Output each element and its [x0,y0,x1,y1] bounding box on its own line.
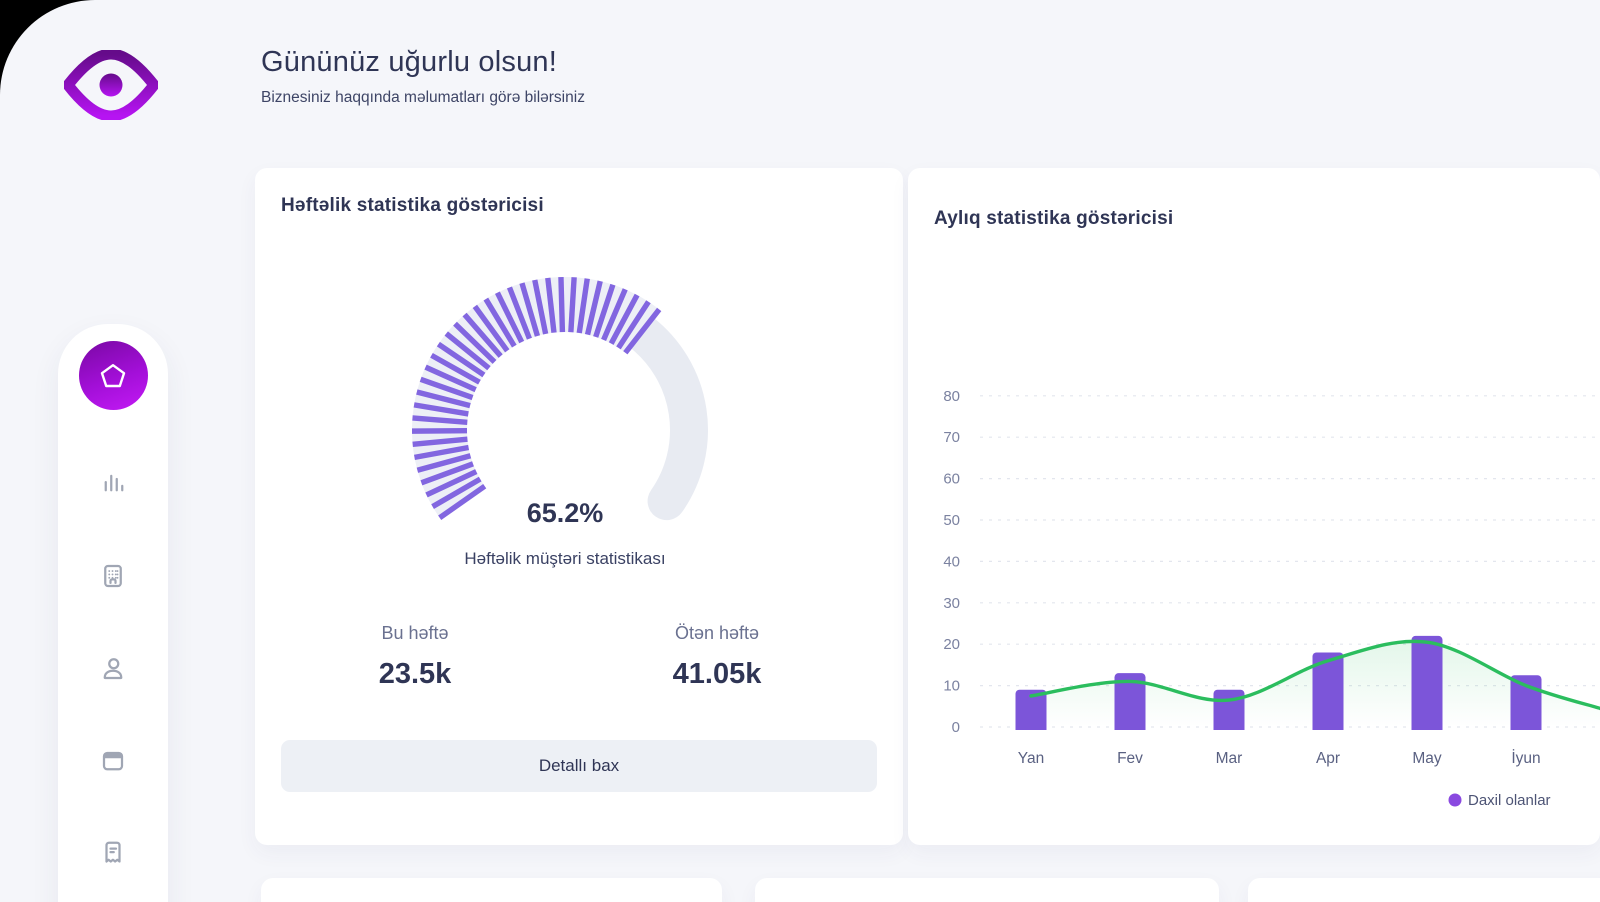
svg-text:Mar: Mar [1216,750,1243,767]
stat-last-week: Ötən həftə 41.05k [597,623,837,691]
building-icon [104,564,122,588]
sidebar-item-statistics[interactable] [93,466,133,502]
svg-text:İyun: İyun [1511,749,1540,767]
bar-chart-icon [104,474,124,492]
pentagon-icon [100,363,126,387]
sidebar-item-calendar[interactable] [93,742,133,778]
svg-text:0: 0 [952,719,960,736]
sidebar-item-company[interactable] [93,558,133,594]
svg-text:Yan: Yan [1018,750,1044,767]
receipt-icon [105,841,121,863]
svg-text:20: 20 [943,636,960,653]
svg-text:80: 80 [943,388,960,405]
stat-this-week-value: 23.5k [378,658,452,690]
svg-text:May: May [1412,750,1442,767]
stat-last-week-value: 41.05k [672,658,762,690]
sidebar-item-receipts[interactable] [93,834,133,870]
gauge-percent-value: 65.2% [526,498,604,528]
weekly-card-title: Həftəlik statistika göstəricisi [281,195,544,216]
gauge-caption: Həftəlik müştəri statistikası [464,549,666,568]
stat-this-week: Bu həftə 23.5k [295,623,535,691]
legend-daxil-olanlar: Daxil olanlar [1468,792,1551,809]
bottom-card-3 [1248,878,1600,902]
bottom-card-1 [261,878,722,902]
bottom-card-2 [755,878,1219,902]
svg-text:70: 70 [943,429,960,446]
weekly-stats-card: Həftəlik statistika göstəricisi 65.2% Hə… [255,168,903,845]
monthly-card-title: Aylıq statistika göstəricisi [934,208,1174,229]
stat-this-week-label: Bu həftə [381,623,449,643]
eye-logo-icon [64,50,158,120]
sidebar-item-customers[interactable] [93,650,133,686]
calendar-icon [102,751,124,771]
svg-text:40: 40 [943,553,960,570]
svg-text:Fev: Fev [1117,750,1143,767]
stat-last-week-label: Ötən həftə [674,623,760,643]
svg-text:Apr: Apr [1316,750,1340,767]
detail-view-button[interactable]: Detallı bax [281,740,877,792]
weekly-stats-row: Bu həftə 23.5k Ötən həftə 41.05k [255,623,903,713]
page-title: Gününüz uğurlu olsun! [261,46,558,78]
svg-text:60: 60 [943,471,960,488]
monthly-bar-line-chart: 0 10 20 30 40 50 60 70 80 Yan Fev Mar Apr May İyun Daxi… [943,388,1600,809]
svg-text:30: 30 [943,595,960,612]
page-subtitle: Biznesiniz haqqında məlumatları görə bil… [261,89,585,106]
svg-text:50: 50 [943,512,960,529]
sidebar-item-home[interactable] [78,341,148,410]
sidebar [58,324,168,902]
user-icon [103,658,123,680]
weekly-gauge-chart [411,276,708,521]
monthly-stats-card: Aylıq statistika göstəricisi 0 10 20 30 40 50… [908,168,1600,845]
svg-text:10: 10 [943,678,960,695]
page-header: Gününüz uğurlu olsun! Biznesiniz haqqınd… [261,46,585,107]
